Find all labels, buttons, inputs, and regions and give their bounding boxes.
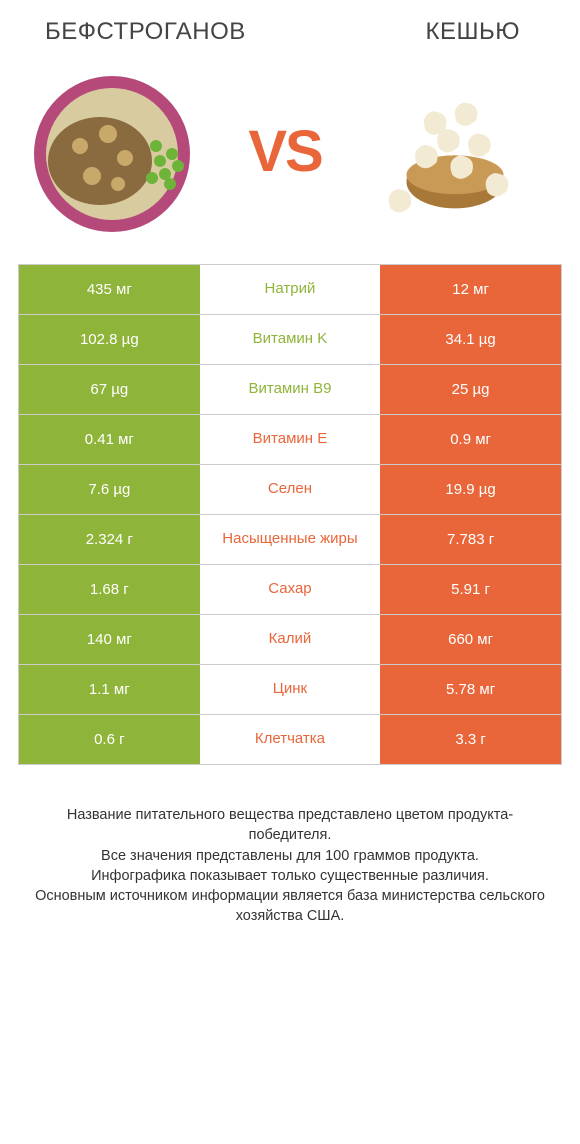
left-value-cell: 7.6 µg bbox=[19, 465, 200, 514]
vs-label: VS bbox=[248, 118, 321, 185]
right-value-cell: 19.9 µg bbox=[380, 465, 561, 514]
right-value-cell: 7.783 г bbox=[380, 515, 561, 564]
table-row: 0.41 мгВитамин E0.9 мг bbox=[19, 415, 561, 465]
nutrient-label: Калий bbox=[200, 615, 381, 664]
left-value-cell: 435 мг bbox=[19, 265, 200, 314]
left-product-image bbox=[30, 66, 200, 236]
nutrient-label: Сахар bbox=[200, 565, 381, 614]
footer-notes: Название питательного вещества представл… bbox=[0, 765, 580, 927]
right-value-cell: 3.3 г bbox=[380, 715, 561, 764]
right-value-cell: 25 µg bbox=[380, 365, 561, 414]
table-row: 0.6 гКлетчатка3.3 г bbox=[19, 715, 561, 765]
left-value-cell: 1.1 мг bbox=[19, 665, 200, 714]
nutrient-label: Витамин K bbox=[200, 315, 381, 364]
nutrient-label: Витамин B9 bbox=[200, 365, 381, 414]
left-value-cell: 102.8 µg bbox=[19, 315, 200, 364]
footer-line-2: Все значения представлены для 100 граммо… bbox=[28, 846, 552, 866]
comparison-header: БЕФСТРОГАНОВ КЕШЬЮ bbox=[0, 0, 580, 56]
left-value-cell: 140 мг bbox=[19, 615, 200, 664]
right-value-cell: 5.78 мг bbox=[380, 665, 561, 714]
left-value-cell: 67 µg bbox=[19, 365, 200, 414]
table-row: 1.1 мгЦинк5.78 мг bbox=[19, 665, 561, 715]
nutrient-label: Цинк bbox=[200, 665, 381, 714]
nutrient-label: Селен bbox=[200, 465, 381, 514]
nutrient-label: Витамин E bbox=[200, 415, 381, 464]
table-row: 435 мгНатрий12 мг bbox=[19, 265, 561, 315]
table-row: 2.324 гНасыщенные жиры7.783 г bbox=[19, 515, 561, 565]
table-row: 102.8 µgВитамин K34.1 µg bbox=[19, 315, 561, 365]
nutrient-label: Насыщенные жиры bbox=[200, 515, 381, 564]
footer-line-3: Инфографика показывает только существенн… bbox=[28, 866, 552, 886]
left-product-title: БЕФСТРОГАНОВ bbox=[45, 18, 246, 46]
product-images-row: VS bbox=[0, 56, 580, 256]
nutrient-label: Клетчатка bbox=[200, 715, 381, 764]
nutrient-label: Натрий bbox=[200, 265, 381, 314]
nutrition-comparison-table: 435 мгНатрий12 мг102.8 µgВитамин K34.1 µ… bbox=[18, 264, 562, 765]
footer-line-4: Основным источником информации является … bbox=[28, 886, 552, 927]
table-row: 1.68 гСахар5.91 г bbox=[19, 565, 561, 615]
left-value-cell: 0.41 мг bbox=[19, 415, 200, 464]
table-row: 67 µgВитамин B925 µg bbox=[19, 365, 561, 415]
right-product-title: КЕШЬЮ bbox=[426, 18, 520, 46]
right-value-cell: 0.9 мг bbox=[380, 415, 561, 464]
table-row: 140 мгКалий660 мг bbox=[19, 615, 561, 665]
left-value-cell: 2.324 г bbox=[19, 515, 200, 564]
right-value-cell: 660 мг bbox=[380, 615, 561, 664]
right-value-cell: 34.1 µg bbox=[380, 315, 561, 364]
left-value-cell: 1.68 г bbox=[19, 565, 200, 614]
footer-line-1: Название питательного вещества представл… bbox=[28, 805, 552, 846]
table-row: 7.6 µgСелен19.9 µg bbox=[19, 465, 561, 515]
left-value-cell: 0.6 г bbox=[19, 715, 200, 764]
right-value-cell: 5.91 г bbox=[380, 565, 561, 614]
right-product-image bbox=[370, 66, 540, 236]
right-value-cell: 12 мг bbox=[380, 265, 561, 314]
